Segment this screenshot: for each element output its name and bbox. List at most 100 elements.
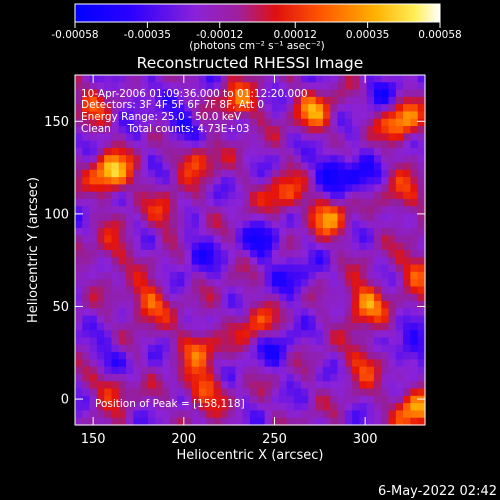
heatmap-cell bbox=[184, 257, 193, 266]
heatmap-cell bbox=[352, 133, 360, 142]
heatmap-cell bbox=[322, 96, 331, 105]
heatmap-cell bbox=[82, 242, 91, 251]
heatmap-cell bbox=[250, 177, 258, 185]
heatmap-cell bbox=[264, 89, 273, 98]
heatmap-cell bbox=[228, 301, 237, 309]
heatmap-cell bbox=[242, 126, 251, 134]
heatmap-cell bbox=[162, 177, 171, 185]
heatmap-cell bbox=[395, 242, 404, 251]
heatmap-cell bbox=[213, 126, 222, 134]
heatmap-cell bbox=[344, 388, 353, 397]
heatmap-cell bbox=[96, 96, 105, 105]
heatmap-cell bbox=[250, 373, 258, 382]
heatmap-cell bbox=[198, 366, 207, 375]
heatmap-cell bbox=[352, 286, 360, 295]
heatmap-cell bbox=[191, 395, 200, 404]
heatmap-cell bbox=[140, 410, 149, 419]
heatmap-cell bbox=[257, 344, 266, 353]
heatmap-cell bbox=[82, 315, 91, 324]
heatmap-cell bbox=[206, 250, 215, 258]
heatmap-cell bbox=[279, 75, 288, 83]
heatmap-cell bbox=[344, 271, 353, 280]
heatmap-cell bbox=[337, 410, 346, 419]
heatmap-cell bbox=[118, 279, 127, 288]
heatmap-cell bbox=[337, 133, 346, 142]
heatmap-cell bbox=[271, 410, 280, 419]
heatmap-cell bbox=[169, 111, 178, 120]
heatmap-cell bbox=[184, 118, 193, 127]
heatmap-cell bbox=[366, 359, 375, 368]
heatmap-cell bbox=[388, 169, 397, 178]
heatmap-cell bbox=[293, 177, 302, 185]
heatmap-cell bbox=[184, 104, 193, 113]
heatmap-cell bbox=[118, 104, 127, 113]
heatmap-cell bbox=[162, 308, 171, 317]
heatmap-cell bbox=[213, 337, 222, 346]
heatmap-cell bbox=[177, 162, 185, 171]
heatmap-cell bbox=[417, 242, 426, 251]
heatmap-cell bbox=[82, 155, 91, 164]
heatmap-cell bbox=[140, 82, 149, 91]
heatmap-cell bbox=[279, 337, 288, 346]
heatmap-cell bbox=[352, 206, 360, 215]
heatmap-cell bbox=[359, 111, 368, 120]
heatmap-cell bbox=[417, 140, 426, 149]
heatmap-cell bbox=[126, 322, 134, 331]
heatmap-cell bbox=[75, 352, 83, 360]
heatmap-cell bbox=[279, 118, 288, 127]
heatmap-cell bbox=[198, 82, 207, 91]
heatmap-cell bbox=[82, 410, 91, 419]
colorbar-gradient bbox=[74, 3, 441, 23]
heatmap-cell bbox=[213, 140, 222, 149]
heatmap-cell bbox=[228, 213, 237, 222]
heatmap-cell bbox=[279, 111, 288, 120]
heatmap-cell bbox=[206, 133, 215, 142]
heatmap-cell bbox=[82, 147, 91, 156]
heatmap-cell bbox=[359, 417, 368, 426]
heatmap-cell bbox=[286, 293, 295, 302]
heatmap-cell bbox=[133, 228, 142, 237]
heatmap-cell bbox=[308, 155, 317, 164]
heatmap-cell bbox=[198, 162, 207, 171]
heatmap-cell bbox=[89, 118, 98, 127]
heatmap-cell bbox=[293, 213, 302, 222]
heatmap-cell bbox=[264, 271, 273, 280]
heatmap-cell bbox=[75, 169, 83, 178]
heatmap-cell bbox=[308, 301, 317, 309]
heatmap-cell bbox=[206, 257, 215, 266]
heatmap-cell bbox=[315, 111, 324, 120]
heatmap-cell bbox=[373, 96, 382, 105]
heatmap-cell bbox=[301, 184, 309, 193]
heatmap-cell bbox=[111, 279, 120, 288]
heatmap-cell bbox=[293, 330, 302, 339]
heatmap-cell bbox=[381, 381, 390, 390]
heatmap-cell bbox=[344, 191, 353, 200]
heatmap-cell bbox=[403, 140, 412, 149]
heatmap-cell bbox=[162, 301, 171, 309]
heatmap-cell bbox=[177, 344, 185, 353]
heatmap-cell bbox=[89, 344, 98, 353]
heatmap-cell bbox=[359, 220, 368, 229]
heatmap-cell bbox=[111, 75, 120, 83]
heatmap-cell bbox=[133, 366, 142, 375]
heatmap-cell bbox=[366, 403, 375, 412]
plot-frame bbox=[74, 74, 426, 426]
heatmap-cell bbox=[271, 381, 280, 390]
heatmap-cell bbox=[213, 133, 222, 142]
heatmap-cell bbox=[177, 147, 185, 156]
heatmap-cell bbox=[133, 279, 142, 288]
heatmap-cell bbox=[235, 388, 244, 397]
heatmap-cell bbox=[308, 264, 317, 273]
heatmap-cell bbox=[75, 373, 83, 382]
heatmap-cell bbox=[359, 388, 368, 397]
heatmap-cell bbox=[198, 381, 207, 390]
heatmap-cell bbox=[169, 220, 178, 229]
heatmap-cell bbox=[286, 111, 295, 120]
heatmap-cell bbox=[264, 184, 273, 193]
heatmap-cell bbox=[293, 257, 302, 266]
heatmap-cell bbox=[366, 206, 375, 215]
heatmap-cell bbox=[89, 366, 98, 375]
heatmap-cell bbox=[417, 126, 426, 134]
heatmap-cell bbox=[242, 410, 251, 419]
heatmap-cell bbox=[140, 235, 149, 244]
